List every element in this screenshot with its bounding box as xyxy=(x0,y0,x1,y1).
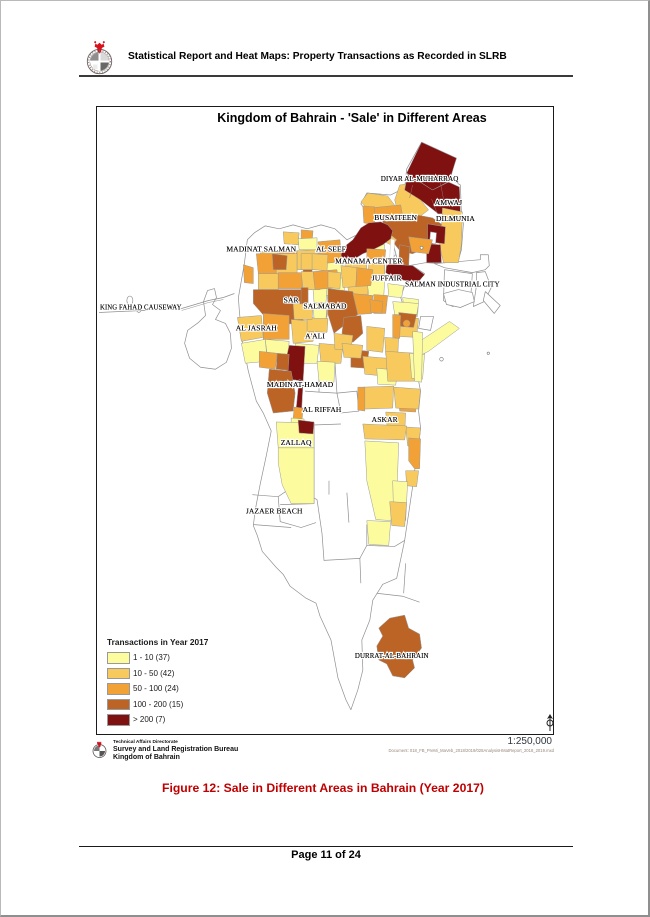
svg-text:ASKAR: ASKAR xyxy=(372,415,399,424)
svg-text:KING FAHAD CAUSEWAY: KING FAHAD CAUSEWAY xyxy=(100,302,182,311)
svg-text:DIYAR AL-MUHARRAQ: DIYAR AL-MUHARRAQ xyxy=(381,174,459,183)
svg-text:AL RIFFAH: AL RIFFAH xyxy=(303,405,342,414)
svg-text:BUSAITEEN: BUSAITEEN xyxy=(374,213,417,222)
svg-text:A'ALI: A'ALI xyxy=(305,331,325,340)
svg-text:DURRAT-AL-BAHRAIN: DURRAT-AL-BAHRAIN xyxy=(355,651,429,660)
svg-text:MADINAT-HAMAD: MADINAT-HAMAD xyxy=(267,380,334,389)
svg-text:SALMAN INDUSTRIAL CITY: SALMAN INDUSTRIAL CITY xyxy=(405,280,500,289)
svg-text:A'ALI: A'ALI xyxy=(305,331,325,340)
svg-text:AL JASRAH: AL JASRAH xyxy=(236,323,278,332)
svg-text:MANAMA CENTER: MANAMA CENTER xyxy=(335,257,403,266)
svg-text:MANAMA CENTER: MANAMA CENTER xyxy=(335,257,403,266)
svg-text:ZALLAQ: ZALLAQ xyxy=(281,438,312,447)
svg-text:JAZAER BEACH: JAZAER BEACH xyxy=(246,507,303,516)
svg-text:AMWAJ: AMWAJ xyxy=(435,198,462,207)
svg-text:BUSAITEEN: BUSAITEEN xyxy=(374,213,417,222)
svg-text:AL SEEF: AL SEEF xyxy=(316,245,346,254)
svg-text:ASKAR: ASKAR xyxy=(372,415,399,424)
svg-text:DIYAR AL-MUHARRAQ: DIYAR AL-MUHARRAQ xyxy=(381,174,459,183)
svg-text:SALMABAD: SALMABAD xyxy=(303,301,347,310)
svg-text:DILMUNIA: DILMUNIA xyxy=(436,214,475,223)
svg-text:JUFFAIR: JUFFAIR xyxy=(372,274,403,283)
svg-text:MADINAT SALMAN: MADINAT SALMAN xyxy=(226,245,296,254)
svg-text:DURRAT-AL-BAHRAIN: DURRAT-AL-BAHRAIN xyxy=(355,651,429,660)
svg-text:AL SEEF: AL SEEF xyxy=(316,245,346,254)
svg-text:JUFFAIR: JUFFAIR xyxy=(372,274,403,283)
svg-text:SALMAN INDUSTRIAL CITY: SALMAN INDUSTRIAL CITY xyxy=(405,280,500,289)
svg-text:AL JASRAH: AL JASRAH xyxy=(236,323,278,332)
svg-text:KING FAHAD CAUSEWAY: KING FAHAD CAUSEWAY xyxy=(100,302,182,311)
svg-text:JAZAER BEACH: JAZAER BEACH xyxy=(246,507,303,516)
svg-text:DILMUNIA: DILMUNIA xyxy=(436,214,475,223)
svg-text:ZALLAQ: ZALLAQ xyxy=(281,438,312,447)
svg-text:AL RIFFAH: AL RIFFAH xyxy=(303,405,342,414)
svg-text:AMWAJ: AMWAJ xyxy=(435,198,462,207)
svg-text:MADINAT-HAMAD: MADINAT-HAMAD xyxy=(267,380,334,389)
svg-text:SAR: SAR xyxy=(284,296,300,305)
svg-text:MADINAT SALMAN: MADINAT SALMAN xyxy=(226,245,296,254)
svg-text:SAR: SAR xyxy=(284,296,300,305)
svg-text:SALMABAD: SALMABAD xyxy=(303,301,347,310)
